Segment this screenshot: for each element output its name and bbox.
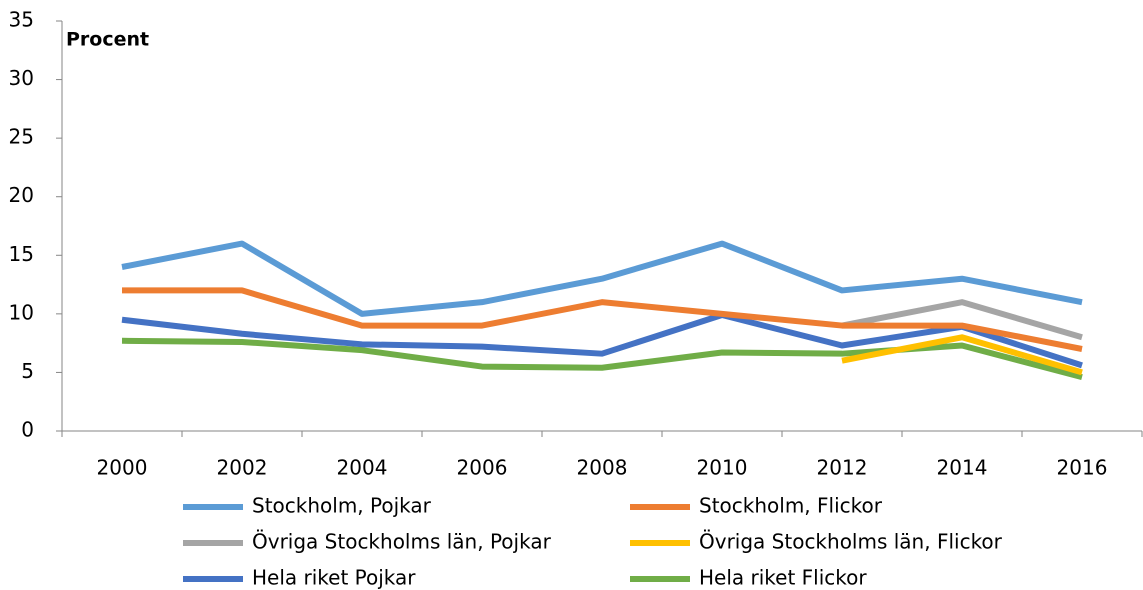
x-tick-label: 2006 [457, 456, 508, 480]
x-tick-label: 2000 [97, 456, 148, 480]
y-tick-label: 15 [9, 242, 34, 266]
legend-label: Hela riket Flickor [699, 566, 867, 590]
y-tick-label: 35 [9, 8, 34, 32]
x-tick-label: 2012 [817, 456, 868, 480]
series-line [121, 240, 1083, 317]
y-tick-label: 10 [9, 300, 34, 324]
y-axis-label: Procent [66, 29, 149, 51]
x-tick-label: 2002 [217, 456, 268, 480]
legend-label: Stockholm, Flickor [699, 494, 883, 518]
x-tick-label: 2010 [697, 456, 748, 480]
legend-label: Stockholm, Pojkar [252, 494, 432, 518]
series-line [122, 287, 1083, 352]
series-line [121, 337, 1083, 381]
x-tick-label: 2014 [937, 456, 988, 480]
series-line [841, 299, 1083, 341]
legend-label: Hela riket Pojkar [252, 566, 416, 590]
x-tick-label: 2004 [337, 456, 388, 480]
y-tick-label: 30 [9, 66, 34, 90]
y-tick-label: 5 [21, 359, 34, 383]
y-tick-label: 25 [9, 125, 34, 149]
series-line [841, 334, 1083, 376]
legend-label: Övriga Stockholms län, Flickor [699, 530, 1003, 554]
x-tick-label: 2016 [1057, 456, 1108, 480]
x-tick-label: 2008 [577, 456, 628, 480]
series-line [121, 312, 1083, 369]
y-tick-label: 0 [21, 418, 34, 442]
legend-label: Övriga Stockholms län, Pojkar [252, 530, 552, 554]
y-tick-label: 20 [9, 183, 34, 207]
